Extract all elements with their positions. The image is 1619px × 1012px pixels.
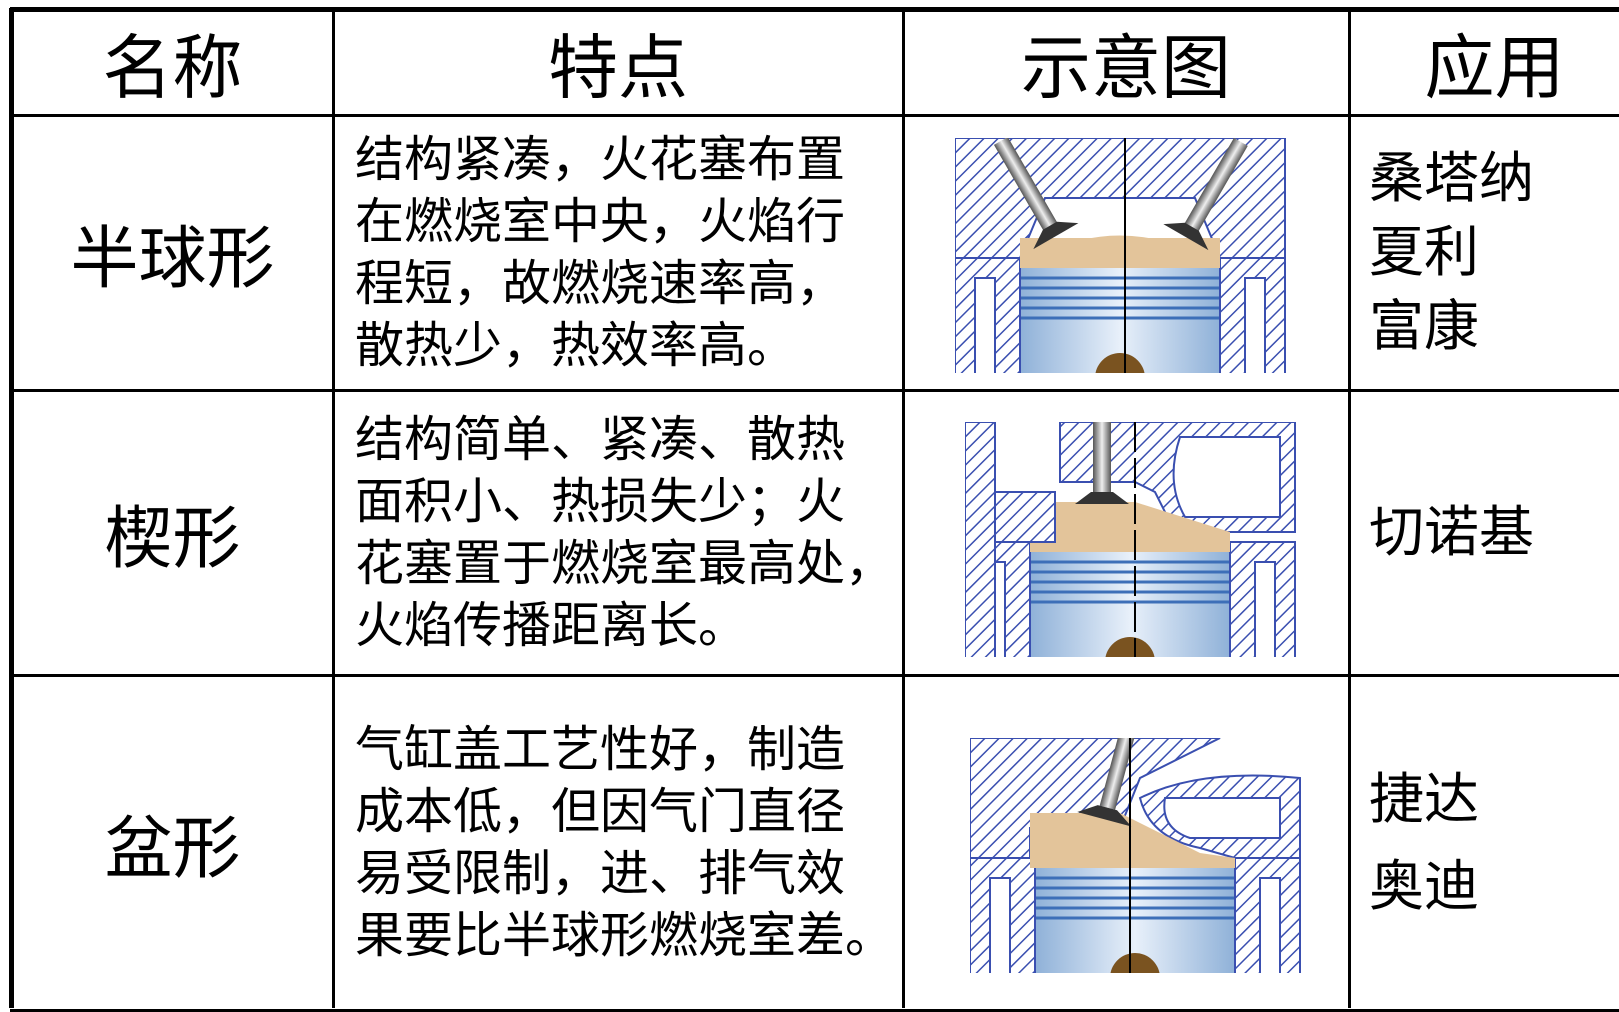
name-cell: 盆形 xyxy=(104,811,241,887)
row-border xyxy=(10,674,1619,677)
feature-line: 结构简单、紧凑、散热 xyxy=(355,411,846,467)
feature-line: 花塞置于燃烧室最高处， xyxy=(355,535,895,591)
name-cell: 楔形 xyxy=(104,501,241,577)
diagram-bathtub xyxy=(970,738,1302,973)
header-cell: 应用 xyxy=(1424,31,1565,108)
application-line: 桑塔纳 xyxy=(1369,147,1535,209)
features-cell: 结构紧凑，火花塞布置 在燃烧室中央，火焰行 程短，故燃烧速率高， 散热少，热效率高。 xyxy=(333,115,903,390)
header-cell: 特点 xyxy=(548,31,688,108)
application-line: 捷达 xyxy=(1369,768,1480,830)
column-border xyxy=(9,8,14,1008)
features-cell: 气缸盖工艺性好，制造 成本低，但因气门直径 易受限制，进、排气效 果要比半球形燃烧室差… xyxy=(333,675,903,1010)
column-border xyxy=(902,8,905,1008)
header-cell: 示意图 xyxy=(1021,31,1231,108)
application-line: 切诺基 xyxy=(1369,501,1535,563)
feature-line: 气缸盖工艺性好，制造 xyxy=(355,721,846,777)
name-cell: 半球形 xyxy=(70,221,275,297)
feature-line: 火焰传播距离长。 xyxy=(355,597,748,653)
row-border xyxy=(10,114,1619,117)
applications-cell: 切诺基 xyxy=(1349,390,1619,675)
feature-line: 面积小、热损失少；火 xyxy=(355,473,846,529)
application-line: 富康 xyxy=(1369,295,1480,357)
features-cell: 结构简单、紧凑、散热 面积小、热损失少；火 花塞置于燃烧室最高处， 火焰传播距离长。 xyxy=(333,390,903,675)
column-border xyxy=(332,8,335,1008)
feature-line: 结构紧凑，火花塞布置 xyxy=(355,131,846,187)
header-cell: 名称 xyxy=(102,31,243,108)
feature-line: 程短，故燃烧速率高， xyxy=(355,255,846,311)
diagram-wedge xyxy=(965,422,1297,657)
diagram-hemispherical xyxy=(955,138,1287,373)
application-line: 夏利 xyxy=(1369,221,1480,283)
applications-cell: 桑塔纳 夏利 富康 xyxy=(1349,115,1619,390)
feature-line: 果要比半球形燃烧室差。 xyxy=(355,907,895,963)
feature-line: 散热少，热效率高。 xyxy=(355,317,797,373)
row-border xyxy=(10,389,1619,392)
application-line: 奥迪 xyxy=(1369,855,1480,917)
feature-line: 在燃烧室中央，火焰行 xyxy=(355,193,846,249)
column-border xyxy=(1348,8,1351,1008)
feature-line: 成本低，但因气门直径 xyxy=(355,783,846,839)
applications-cell: 捷达 奥迪 xyxy=(1349,675,1619,1010)
feature-line: 易受限制，进、排气效 xyxy=(355,845,846,901)
row-border xyxy=(10,7,1619,12)
